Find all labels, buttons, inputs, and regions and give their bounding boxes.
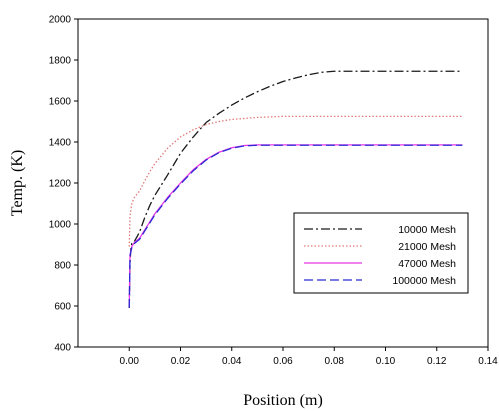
y-tick-label: 1000 <box>49 220 72 231</box>
y-tick-label: 800 <box>54 261 71 272</box>
x-tick-label: 0.06 <box>273 356 293 367</box>
legend-items: 10000 Mesh 21000 Mesh 47000 Mesh 100000 Mes… <box>304 224 456 287</box>
y-tick-label: 600 <box>54 302 71 313</box>
x-tick-label: 0.08 <box>325 356 345 367</box>
series-line-100000-mesh <box>128 144 463 309</box>
plot-frame <box>77 18 489 348</box>
y-tick-label: 1800 <box>49 56 72 67</box>
legend-label: 21000 Mesh <box>398 241 456 253</box>
x-tick-label: 0.04 <box>222 356 242 367</box>
y-tick-label: 1600 <box>49 97 72 108</box>
x-tick-label: 0.14 <box>478 356 498 367</box>
y-axis-title: Temp. (K) <box>9 150 26 216</box>
series-line-10000-mesh <box>128 70 463 309</box>
x-tick-label: 0.00 <box>120 356 140 367</box>
series-line-21000-mesh <box>128 115 463 247</box>
y-tick-label: 400 <box>54 343 71 354</box>
legend-label: 10000 Mesh <box>398 224 456 236</box>
x-tick-label: 0.10 <box>376 356 396 367</box>
y-tick-label: 2000 <box>49 15 72 26</box>
y-axis: 400 600 800 1000 1200 1400 1600 1800 2000 <box>49 15 78 354</box>
y-tick-label: 1200 <box>49 179 72 190</box>
legend: 10000 Mesh 21000 Mesh 47000 Mesh 100000 Mes… <box>293 212 469 294</box>
series-layer <box>128 70 463 309</box>
y-tick-label: 1400 <box>49 138 72 149</box>
x-tick-label: 0.02 <box>171 356 191 367</box>
legend-label: 100000 Mesh <box>392 275 456 287</box>
x-tick-label: 0.12 <box>427 356 447 367</box>
legend-label: 47000 Mesh <box>398 258 456 270</box>
x-axis-title: Position (m) <box>243 392 323 409</box>
x-axis: 0.00 0.02 0.04 0.06 0.08 0.10 0.12 0.14 <box>120 347 498 367</box>
